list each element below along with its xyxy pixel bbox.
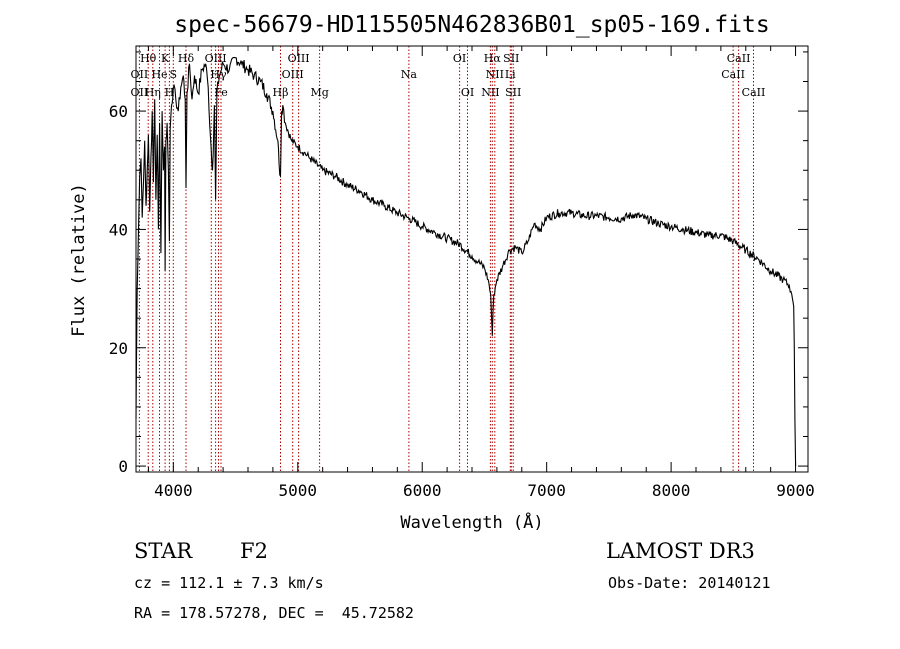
line-label-22: Mg <box>310 86 328 99</box>
redshift-velocity: cz = 112.1 ± 7.3 km/s <box>134 574 324 592</box>
line-label-1: K <box>161 52 170 65</box>
chart-title: spec-56679-HD115505N462836B01_sp05-169.f… <box>174 12 769 38</box>
line-label-12: Hγ <box>210 68 227 81</box>
line-label-6: Hα <box>484 52 502 65</box>
plot-frame <box>135 45 809 473</box>
line-label-25: NII <box>481 86 499 99</box>
object-class: STAR <box>134 539 193 563</box>
line-label-0: Hθ <box>140 52 157 65</box>
line-label-24: OI <box>461 86 474 99</box>
line-label-23: Na <box>401 68 418 81</box>
x-tick-label-6000: 6000 <box>403 481 442 500</box>
line-label-3: OIII <box>205 52 227 65</box>
survey-name: LAMOST DR3 <box>606 539 755 563</box>
line-label-17: OII <box>131 86 149 99</box>
object-subclass: F2 <box>240 539 268 563</box>
observation-date: Obs-Date: 20140121 <box>608 574 771 592</box>
x-tick-label-8000: 8000 <box>652 481 691 500</box>
line-label-11: S <box>170 68 178 81</box>
x-axis-ticks: 4000 5000 6000 7000 8000 9000 <box>147 46 815 500</box>
line-label-14: NII <box>486 68 504 81</box>
flux-series-line <box>135 56 797 467</box>
y-tick-label-20: 20 <box>109 339 128 358</box>
line-label-4: OIII <box>288 52 310 65</box>
spectral-line-markers <box>138 46 754 472</box>
line-label-13: OIII <box>282 68 304 81</box>
line-label-2: Hδ <box>178 52 195 65</box>
line-label-15: Li <box>505 68 516 81</box>
x-tick-label-9000: 9000 <box>776 481 815 500</box>
x-tick-label-4000: 4000 <box>154 481 193 500</box>
y-axis-label: Flux (relative) <box>69 183 89 337</box>
line-label-7: SII <box>503 52 519 65</box>
line-label-5: OI <box>453 52 466 65</box>
line-label-27: CaII <box>742 86 766 99</box>
line-label-18: Hη <box>145 86 161 99</box>
y-axis-ticks: 0 20 40 60 <box>109 51 808 476</box>
line-label-26: SII <box>505 86 521 99</box>
sky-coordinates: RA = 178.57278, DEC = 45.72582 <box>134 604 414 622</box>
line-label-21: Hβ <box>273 86 289 99</box>
x-tick-label-5000: 5000 <box>279 481 318 500</box>
line-label-10: He <box>151 68 167 81</box>
line-label-9: OII <box>131 68 149 81</box>
x-axis-label: Wavelength (Å) <box>400 511 543 533</box>
x-tick-label-7000: 7000 <box>527 481 566 500</box>
line-label-8: CaII <box>727 52 751 65</box>
y-tick-label-60: 60 <box>109 102 128 121</box>
y-tick-label-40: 40 <box>109 220 128 239</box>
line-label-16: CaII <box>721 68 745 81</box>
y-tick-label-0: 0 <box>118 457 128 476</box>
line-label-20: Fe <box>214 86 228 99</box>
line-label-19: H <box>165 86 175 99</box>
